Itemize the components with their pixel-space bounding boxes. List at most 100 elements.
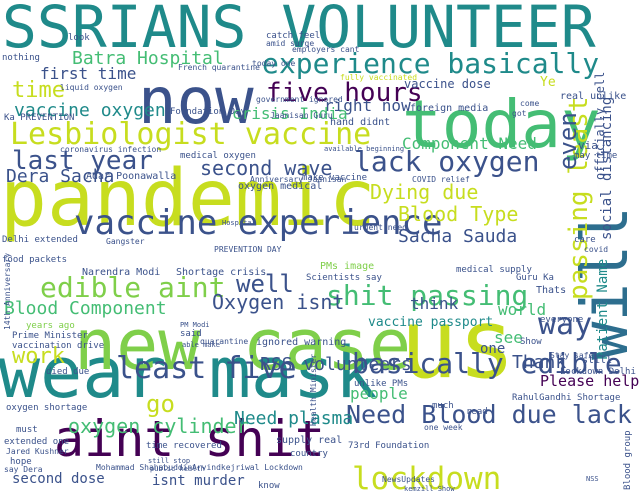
word: Ka PREVENTION xyxy=(4,113,75,123)
word: got xyxy=(512,109,527,118)
word: RSS volunteers xyxy=(260,354,412,375)
word: covid xyxy=(584,245,609,254)
word: time recovered xyxy=(146,441,222,451)
word: well xyxy=(236,270,294,298)
word: Mohammad Shahabuddin xyxy=(96,463,193,472)
word: Batra Hospital xyxy=(72,48,224,69)
word: vaccine passport xyxy=(368,315,494,330)
word: Need Blood due lack xyxy=(346,400,632,429)
word: basically edible xyxy=(352,347,622,380)
word: Narendra Modi xyxy=(82,267,161,278)
word: right now xyxy=(324,96,411,115)
word: Hospital xyxy=(222,219,256,227)
word: Sacha Sauda xyxy=(398,226,518,247)
word: hand didnt xyxy=(330,117,391,128)
word: make vaccine xyxy=(302,173,368,183)
word: oxygen medical xyxy=(238,181,323,192)
word: Health Minister xyxy=(309,353,318,426)
word: vaccine dose xyxy=(404,77,491,91)
word: oxygen shortage xyxy=(6,403,88,413)
word: crisis India xyxy=(232,104,348,123)
word: everyone xyxy=(540,315,584,325)
word: one week xyxy=(424,423,463,432)
word: work xyxy=(12,344,65,369)
word: able make xyxy=(182,341,220,349)
word: medical supply xyxy=(456,265,532,275)
word: SSRIANS VOLUNTEER xyxy=(2,0,596,61)
word: hope xyxy=(10,457,32,467)
word: catch feel xyxy=(266,31,321,41)
word: Patient Name xyxy=(595,258,611,360)
word: Blood Type xyxy=(398,202,519,226)
word: see xyxy=(494,328,523,347)
word: Component Need xyxy=(402,134,537,153)
word: Blood group xyxy=(623,430,633,490)
word: Jared Kushner xyxy=(6,447,69,456)
word: French quarantine xyxy=(178,63,260,72)
word: died due xyxy=(46,367,90,377)
word: Thank xyxy=(512,352,567,373)
word: experience basically xyxy=(262,47,600,80)
word: Gangster xyxy=(106,237,145,246)
word: lockdown xyxy=(352,461,502,494)
word: supply real xyxy=(276,435,343,446)
word: Blood Component xyxy=(4,298,167,319)
word: government ignored xyxy=(256,95,343,104)
word: PMs image xyxy=(320,261,375,272)
word: COVID relief xyxy=(412,175,470,184)
word: nothing xyxy=(2,53,40,63)
word: extended one xyxy=(4,437,70,447)
word: isnt murder xyxy=(152,473,245,489)
word: still xyxy=(582,355,613,366)
word: much xyxy=(432,401,454,411)
word: quarantine xyxy=(200,337,249,346)
word: go xyxy=(146,390,175,418)
word: Prime Minister xyxy=(12,331,88,341)
word: people xyxy=(350,384,408,403)
word: 73rd Foundation xyxy=(348,441,430,451)
word: us xyxy=(400,288,516,400)
word: country xyxy=(290,449,328,459)
word: say Dera xyxy=(4,465,43,474)
word: Foundation Day xyxy=(170,107,246,117)
word: fully vaccinated xyxy=(340,73,418,82)
word: foreign media xyxy=(410,103,489,114)
word: PREVENTION DAY xyxy=(214,245,282,254)
word: liquid oxygen xyxy=(60,83,123,92)
word: public health xyxy=(150,465,205,473)
word: Arvindkejriwal Lockdown xyxy=(192,463,303,472)
word: read xyxy=(466,407,488,417)
word: RahulGandhi Shortage xyxy=(512,393,621,403)
word: NewsUpdates xyxy=(382,475,435,484)
word: Oxygen isnt xyxy=(212,290,345,314)
word: lack oxygen xyxy=(354,145,540,178)
word: Jaanisan Guru xyxy=(270,111,333,120)
word: Adar Poonawalla xyxy=(86,171,177,182)
word: oxygen cylinder xyxy=(68,414,249,438)
word: kemzill Show xyxy=(404,485,455,493)
word: PM Modi xyxy=(180,321,210,329)
word: world xyxy=(498,300,547,319)
word: least five xyxy=(116,351,297,386)
word: vaccine experience xyxy=(74,203,443,243)
word: unlike PMs xyxy=(354,379,409,389)
word: must xyxy=(16,425,38,435)
word: today xyxy=(402,86,601,163)
word: officially cell xyxy=(593,71,607,180)
word: available beginning xyxy=(324,145,405,153)
word: Need plasma xyxy=(234,408,354,429)
word: Lockdown Delhi xyxy=(560,367,636,377)
word: Stay safe xyxy=(550,351,594,360)
word: second wave xyxy=(200,156,333,180)
word: wear mask xyxy=(0,332,378,414)
word: way xyxy=(538,307,593,342)
word: new case xyxy=(74,304,412,386)
word: Thats xyxy=(536,285,567,296)
word: last year xyxy=(12,146,153,176)
word: Please help xyxy=(540,372,640,390)
word: said xyxy=(180,329,202,339)
word: pandemic xyxy=(0,154,376,244)
word: Anniversary Jaanisan xyxy=(250,175,347,184)
word: second dose xyxy=(12,471,105,487)
